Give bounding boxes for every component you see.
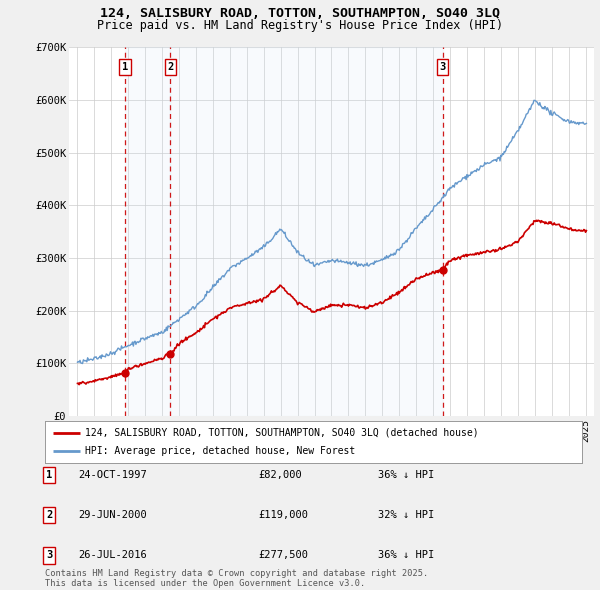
Text: 3: 3 <box>440 62 446 72</box>
Text: 32% ↓ HPI: 32% ↓ HPI <box>378 510 434 520</box>
Text: £277,500: £277,500 <box>258 550 308 560</box>
Text: HPI: Average price, detached house, New Forest: HPI: Average price, detached house, New … <box>85 446 356 456</box>
Text: 1: 1 <box>46 470 52 480</box>
Text: 36% ↓ HPI: 36% ↓ HPI <box>378 550 434 560</box>
Text: Price paid vs. HM Land Registry's House Price Index (HPI): Price paid vs. HM Land Registry's House … <box>97 19 503 32</box>
Text: 3: 3 <box>46 550 52 560</box>
Text: 2: 2 <box>167 62 173 72</box>
Bar <box>170 47 443 416</box>
Text: 24-OCT-1997: 24-OCT-1997 <box>78 470 147 480</box>
Text: 26-JUL-2016: 26-JUL-2016 <box>78 550 147 560</box>
Bar <box>125 47 170 416</box>
Text: £119,000: £119,000 <box>258 510 308 520</box>
Text: 124, SALISBURY ROAD, TOTTON, SOUTHAMPTON, SO40 3LQ: 124, SALISBURY ROAD, TOTTON, SOUTHAMPTON… <box>100 7 500 20</box>
Text: 29-JUN-2000: 29-JUN-2000 <box>78 510 147 520</box>
Text: Contains HM Land Registry data © Crown copyright and database right 2025.
This d: Contains HM Land Registry data © Crown c… <box>45 569 428 588</box>
Text: 124, SALISBURY ROAD, TOTTON, SOUTHAMPTON, SO40 3LQ (detached house): 124, SALISBURY ROAD, TOTTON, SOUTHAMPTON… <box>85 428 479 438</box>
Text: 1: 1 <box>122 62 128 72</box>
Text: 36% ↓ HPI: 36% ↓ HPI <box>378 470 434 480</box>
Text: £82,000: £82,000 <box>258 470 302 480</box>
Text: 2: 2 <box>46 510 52 520</box>
